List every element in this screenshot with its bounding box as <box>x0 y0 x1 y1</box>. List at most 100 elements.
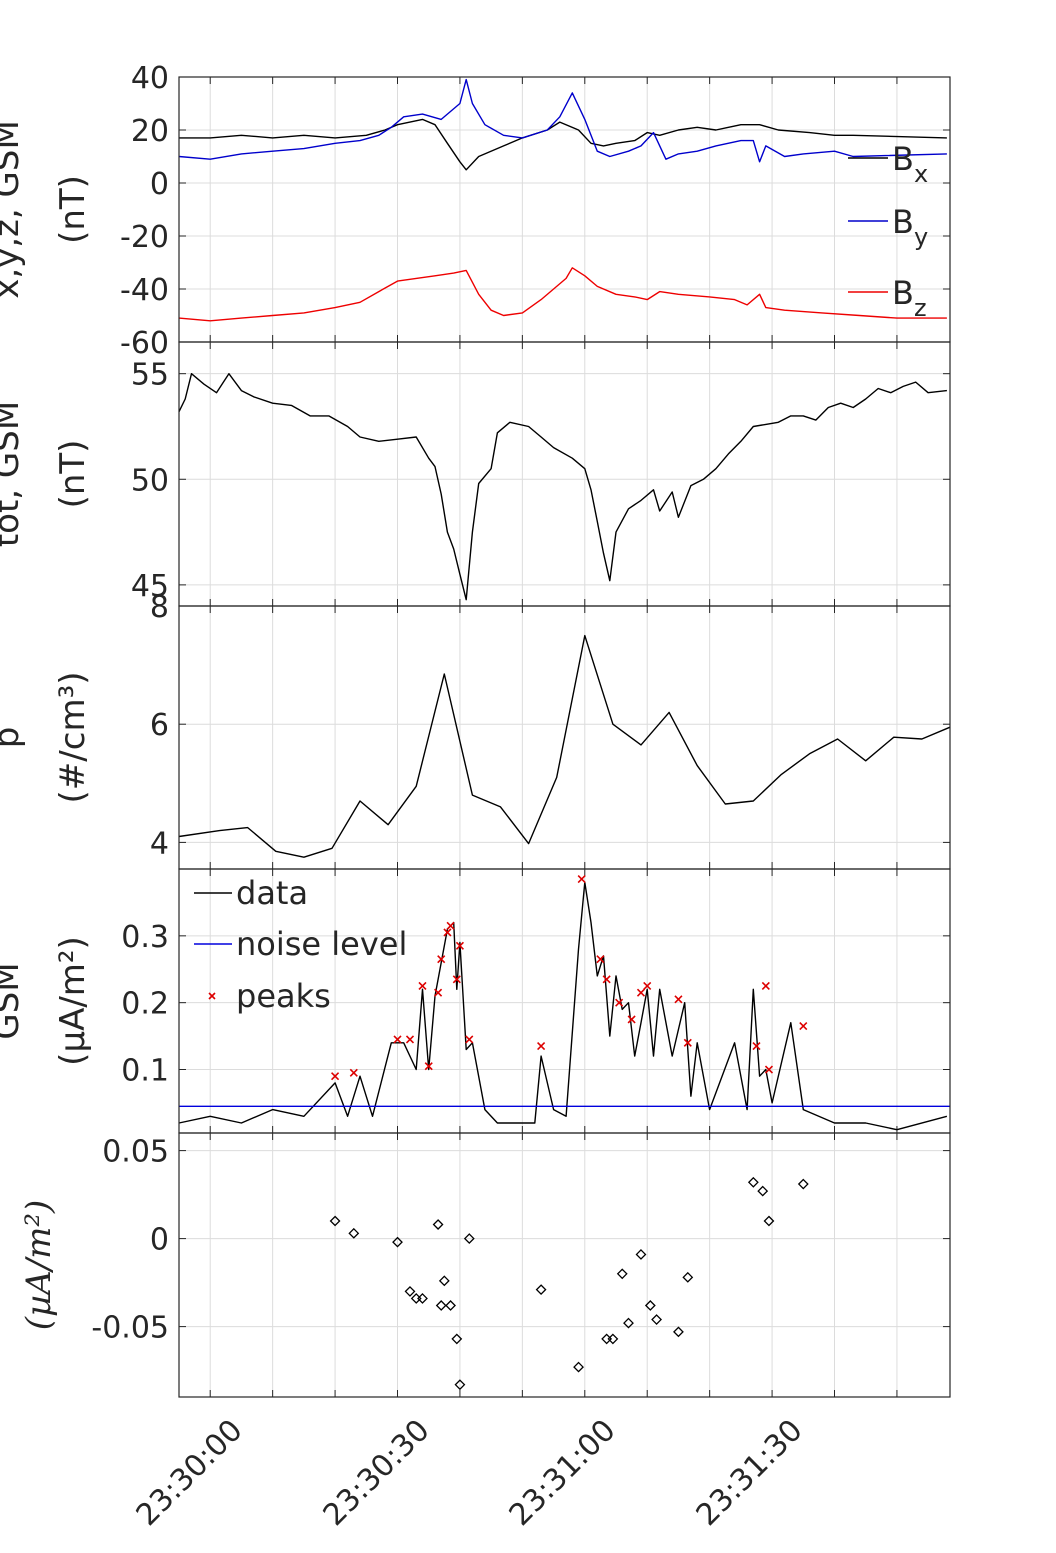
y-axis-label: GSM <box>0 962 27 1039</box>
series-line <box>178 267 947 322</box>
peak-marker <box>683 1038 692 1047</box>
y-axis-unit: (nT) <box>53 440 93 509</box>
y-tick-label: 6 <box>150 708 169 743</box>
peak-marker <box>393 1035 402 1044</box>
data-point <box>607 1333 619 1345</box>
y-tick-label: 45 <box>131 569 169 604</box>
peak-marker <box>577 874 586 884</box>
y-axis-label: (µA/m²) <box>19 1200 59 1331</box>
data-point <box>435 1300 447 1311</box>
peak-marker <box>674 995 683 1004</box>
y-axis-label: x,y,z, GSM <box>0 120 27 299</box>
peak-marker <box>452 975 461 984</box>
panel-4: 0.3 0.2 0.1 GSM (µA/m²) data noise level peaks <box>0 868 951 1134</box>
x-tick-label: 23:30:00 <box>130 1413 250 1533</box>
peak-marker <box>424 1062 433 1071</box>
y-axis-unit: (µA/m²) <box>53 936 93 1066</box>
series-line <box>179 118 947 171</box>
peak-marker <box>636 988 646 997</box>
peak-marker <box>799 1021 808 1031</box>
y-tick-label: 0.05 <box>102 1135 169 1170</box>
y-tick-label: -0.05 <box>91 1311 169 1346</box>
peak-marker <box>615 998 624 1007</box>
peak-marker <box>602 975 611 984</box>
data-point <box>410 1293 422 1304</box>
data-point <box>682 1271 694 1283</box>
peak-marker <box>331 1072 340 1081</box>
peak-marker <box>349 1068 358 1077</box>
grid <box>179 342 950 606</box>
legend-label: data <box>236 874 308 912</box>
peak-marker <box>465 1035 474 1044</box>
data-point <box>651 1314 663 1325</box>
panel-2: 55 50 45 tot, GSM (nT) <box>0 341 951 607</box>
legend-label: noise level <box>236 925 407 963</box>
data-point <box>445 1300 456 1311</box>
series-line <box>178 78 947 163</box>
y-tick-label: 0.3 <box>121 920 169 955</box>
data-point <box>763 1215 775 1227</box>
legend-swatch <box>208 992 216 1000</box>
legend-label: peaks <box>236 977 331 1015</box>
y-axis-label: tot, GSM <box>0 401 27 547</box>
y-tick-label: 55 <box>131 358 169 393</box>
data-point <box>635 1249 647 1260</box>
data-point <box>535 1284 547 1296</box>
data-point <box>463 1233 475 1245</box>
data-point <box>616 1268 628 1280</box>
series-line <box>178 881 948 1131</box>
data-point <box>623 1317 634 1329</box>
grid <box>179 76 950 343</box>
y-tick-label: -60 <box>120 326 169 361</box>
x-tick-label: 23:31:30 <box>690 1413 810 1533</box>
data-point <box>417 1293 428 1304</box>
y-axis-unit: (#/cm³) <box>53 672 93 804</box>
peak-marker <box>434 988 443 997</box>
y-axis-label: p <box>0 727 27 749</box>
data-point <box>404 1285 416 1297</box>
data-point <box>432 1219 444 1230</box>
series-line <box>178 634 951 858</box>
data-point <box>673 1326 684 1338</box>
peak-marker <box>761 981 770 991</box>
peak-marker <box>537 1042 546 1051</box>
peak-marker <box>764 1065 774 1074</box>
peak-marker <box>418 981 427 991</box>
grid <box>179 869 950 1133</box>
data-point <box>451 1333 463 1345</box>
y-tick-label: 8 <box>150 590 169 625</box>
peak-marker <box>446 921 455 930</box>
x-tick-label: 23:31:00 <box>503 1413 623 1533</box>
peak-marker <box>752 1042 761 1051</box>
panel-5: 0.05 0 -0.05 (µA/m²) <box>19 1132 951 1398</box>
data-point <box>644 1300 656 1311</box>
x-tick-label: 23:30:30 <box>317 1413 437 1533</box>
data-point <box>797 1178 809 1190</box>
peak-marker <box>437 955 446 964</box>
scatter-series <box>331 874 808 1081</box>
legend: data noise level peaks <box>194 874 407 1015</box>
y-tick-label: 0 <box>150 1223 169 1258</box>
peak-marker <box>627 1015 636 1024</box>
y-tick-label: -40 <box>120 273 169 308</box>
data-point <box>601 1333 613 1345</box>
y-tick-label: 40 <box>131 61 169 96</box>
y-tick-label: 20 <box>131 114 169 149</box>
data-point <box>438 1275 450 1287</box>
data-point <box>747 1176 759 1188</box>
data-point <box>757 1185 769 1197</box>
data-point <box>348 1227 360 1239</box>
peak-marker <box>596 955 605 964</box>
plot-frame <box>178 1132 951 1398</box>
data-point <box>573 1361 584 1373</box>
y-tick-label: 50 <box>131 463 169 498</box>
scatter-series <box>329 1176 809 1391</box>
panel-3: 8 6 4 p (#/cm³) <box>0 590 951 870</box>
y-tick-label: 0.2 <box>121 987 169 1022</box>
grid <box>179 1133 950 1397</box>
peak-marker <box>455 941 464 950</box>
